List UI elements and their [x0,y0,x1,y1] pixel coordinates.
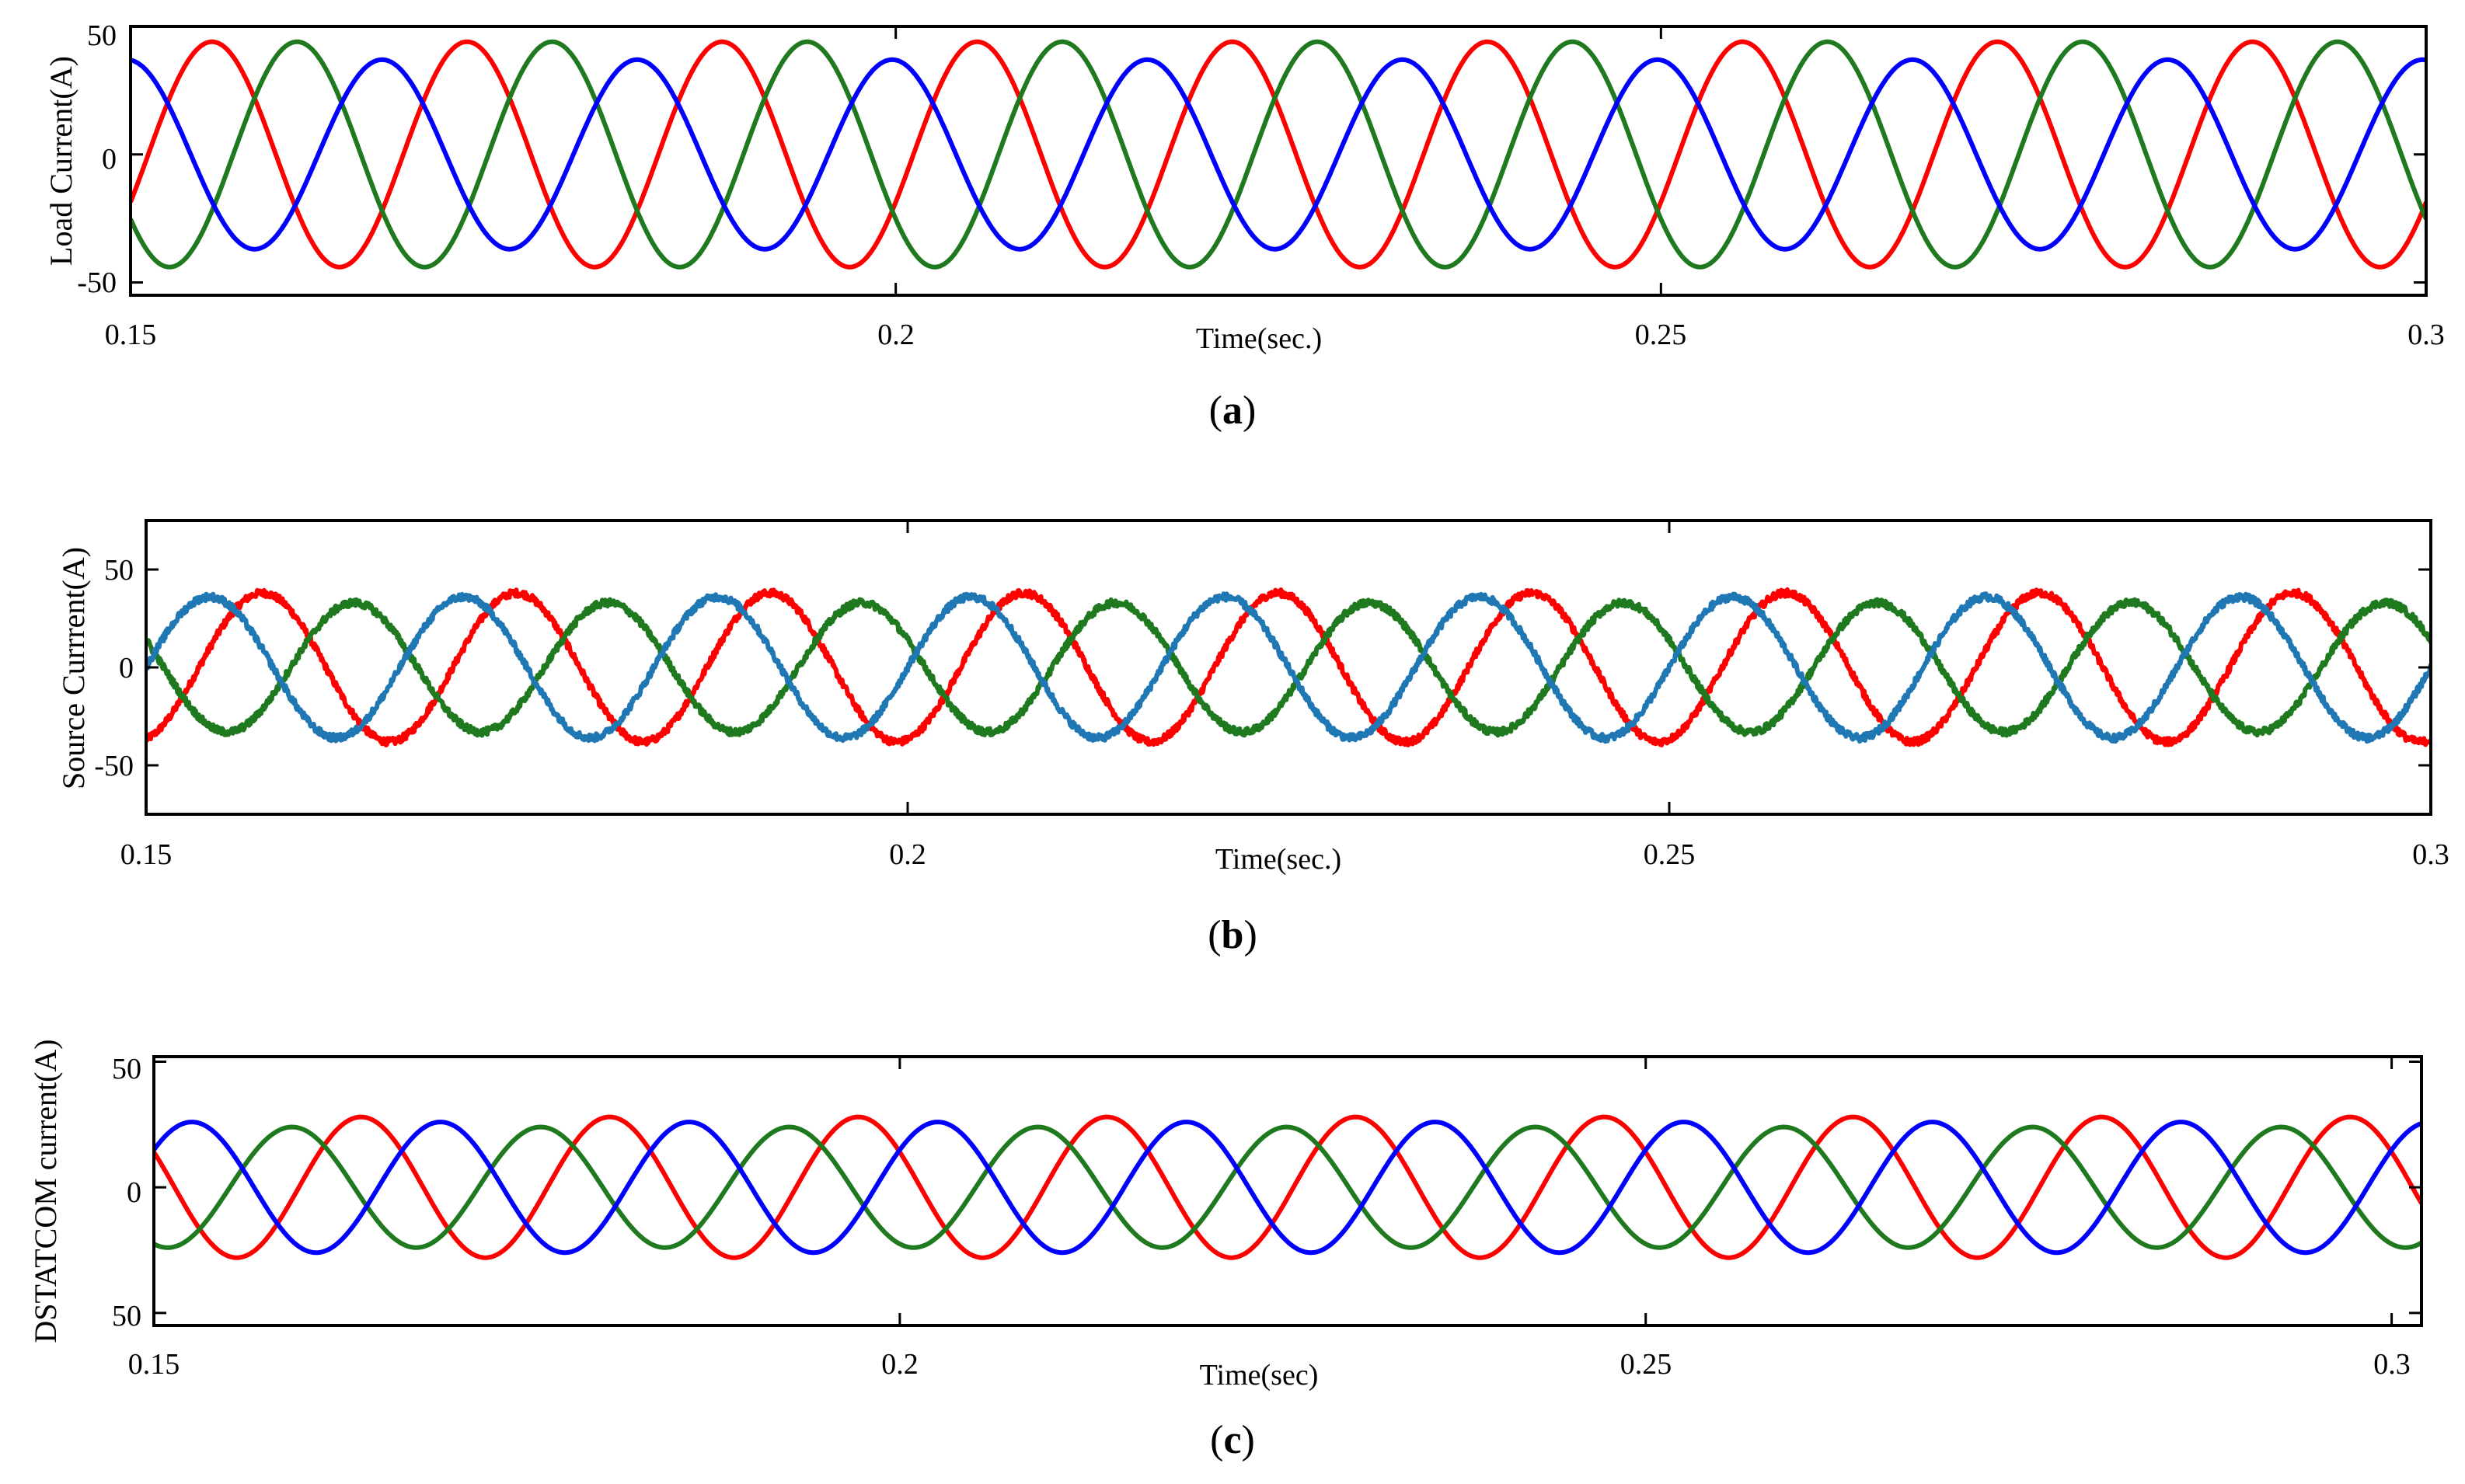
panel-c-series-line-phase-c [154,1120,2421,1256]
panel-c-xtick-label: 0.15 [128,1348,180,1381]
panel-c-y-axis-label: DSTATCOM current(A) [28,1039,63,1343]
panel-b-ytick-label: 0 [119,652,134,685]
panel-a-xtick-label: 0.15 [105,319,157,351]
panel-a-ytick-label: 50 [87,19,117,52]
panel-b-xtick-label: 0.15 [120,838,173,871]
panel-b-x-axis-label: Time(sec.) [1215,843,1341,876]
panel-a-caption-letter: a [1222,388,1243,433]
panel-c-series [154,1114,2421,1260]
panel-a-series-line-phase-c [131,57,2426,252]
panel-c-xtick-label: 0.2 [881,1348,919,1381]
panel-b-x-tick-labels: 0.15 0.2 0.25 0.3 [120,838,2449,871]
panel-a-frame [129,25,2428,297]
panel-c-series-line-phase-a [154,1114,2421,1260]
panel-a-xtick-label: 0.25 [1635,319,1687,351]
panel-a-ytick-label: -50 [77,266,117,299]
panel-c-x-axis-label: Time(sec) [1200,1359,1319,1392]
panel-a-y-axis-label: Load Current(A) [44,56,78,266]
panel-a-x-axis-label: Time(sec.) [1196,322,1322,355]
panel-b-y-tick-labels: -50 0 50 [94,554,134,782]
panel-b-series-line-phase-b [146,597,2431,738]
panel-b: -50 0 50 0.15 0.2 0.25 0.3 Time(sec.) So… [56,519,2449,957]
panel-c: 50 0 50 0.15 0.2 0.25 0.3 Time(sec) DSTA… [28,1039,2423,1462]
panel-b-xtick-label: 0.3 [2412,838,2449,871]
panel-c-tick-marks [152,1057,2421,1325]
panel-a-ytick-label: 0 [102,143,117,176]
panel-a-series-line-phase-b [131,39,2426,270]
panel-b-series-line-phase-a [146,587,2431,747]
panel-b-tick-marks [145,521,2432,814]
panel-b-ytick-label: -50 [94,750,134,782]
panel-b-xtick-label: 0.2 [889,838,926,871]
panel-c-ytick-label: 50 [112,1300,141,1332]
panel-a-xtick-label: 0.3 [2407,319,2445,351]
panel-c-caption-letter: c [1223,1418,1241,1462]
panel-a-xtick-label: 0.2 [877,319,915,351]
panel-b-caption: (b) [1208,913,1257,957]
panel-a-y-tick-labels: -50 0 50 [77,19,117,299]
panel-c-frame [152,1055,2423,1327]
panel-a-tick-marks [129,25,2428,295]
panel-b-xtick-label: 0.25 [1644,838,1696,871]
panel-c-xtick-label: 0.3 [2373,1348,2411,1381]
panel-a-series-line-phase-a [131,39,2426,270]
panel-a-x-tick-labels: 0.15 0.2 0.25 0.3 [105,319,2445,351]
panel-b-caption-letter: b [1222,913,1244,957]
panel-c-xtick-label: 0.25 [1620,1348,1672,1381]
panel-c-ytick-label: 50 [112,1053,141,1085]
panel-c-series-line-phase-b [154,1124,2421,1250]
panel-b-y-axis-label: Source Currrent(A) [56,547,91,789]
panel-a-caption: (a) [1209,388,1257,433]
panel-b-series-line-phase-c [146,591,2431,744]
panel-c-x-tick-labels: 0.15 0.2 0.25 0.3 [128,1348,2411,1381]
panel-a: -50 0 50 0.15 0.2 0.25 0.3 Time(sec.) Lo… [44,19,2445,433]
panel-c-caption: (c) [1210,1418,1255,1462]
panel-b-series [146,587,2431,747]
panel-c-ytick-label: 0 [127,1176,141,1209]
panel-b-ytick-label: 50 [104,554,134,587]
panel-c-y-tick-labels: 50 0 50 [112,1053,141,1332]
panel-a-series [131,39,2426,270]
